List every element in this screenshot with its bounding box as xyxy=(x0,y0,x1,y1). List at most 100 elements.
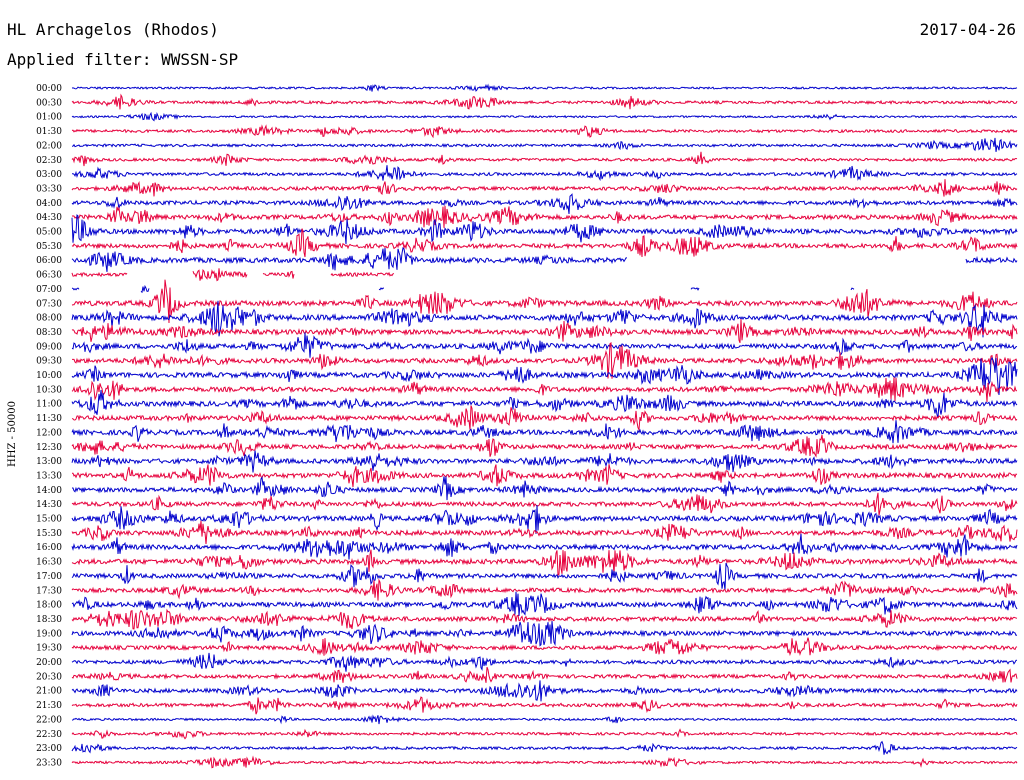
time-label: 14:00 xyxy=(36,486,62,496)
time-label: 01:30 xyxy=(36,127,62,137)
date-label: 2017-04-26 xyxy=(919,20,1016,39)
seismic-trace xyxy=(71,728,1018,740)
seismic-trace xyxy=(71,279,1018,324)
time-label: 20:30 xyxy=(36,672,62,682)
time-label: 10:30 xyxy=(36,385,62,395)
seismic-trace xyxy=(71,434,1018,458)
seismic-trace xyxy=(71,205,1018,228)
seismic-trace xyxy=(71,680,1018,702)
seismic-trace xyxy=(71,389,1018,418)
time-label: 21:00 xyxy=(36,687,62,697)
time-label: 13:00 xyxy=(36,457,62,467)
time-label: 04:00 xyxy=(36,199,62,209)
seismic-trace xyxy=(71,332,1018,358)
seismic-trace xyxy=(71,300,1018,338)
time-label: 06:30 xyxy=(36,271,62,281)
seismic-trace xyxy=(71,666,1018,683)
seismic-trace xyxy=(71,714,1017,725)
seismic-trace xyxy=(71,740,1018,755)
time-label: 00:00 xyxy=(36,84,62,94)
time-label: 09:00 xyxy=(36,342,62,352)
seismic-trace xyxy=(71,165,1018,182)
seismic-trace xyxy=(71,93,1018,110)
seismic-trace xyxy=(71,608,1018,630)
seismic-trace xyxy=(71,420,1018,444)
seismic-trace xyxy=(71,549,1018,577)
seismic-trace xyxy=(71,214,1018,245)
time-label: 07:30 xyxy=(36,299,62,309)
seismic-trace xyxy=(71,533,1018,560)
time-label: 17:00 xyxy=(36,572,62,582)
seismic-trace xyxy=(71,562,1018,591)
time-label: 06:00 xyxy=(36,256,62,266)
time-label: 03:00 xyxy=(36,170,62,180)
seismic-trace xyxy=(71,83,1018,92)
time-label: 12:30 xyxy=(36,443,62,453)
filter-label: Applied filter: WWSSN-SP xyxy=(7,50,239,69)
time-label: 19:00 xyxy=(36,629,62,639)
time-label: 02:30 xyxy=(36,156,62,166)
time-label: 05:00 xyxy=(36,228,62,238)
time-label: 11:30 xyxy=(36,414,62,424)
time-label: 14:30 xyxy=(36,500,62,510)
time-label: 18:30 xyxy=(36,615,62,625)
seismic-trace xyxy=(71,450,1018,473)
seismic-trace xyxy=(71,652,1018,672)
seismic-trace xyxy=(71,319,1018,343)
time-label: 21:30 xyxy=(36,701,62,711)
seismic-trace xyxy=(71,124,1018,139)
time-label: 23:00 xyxy=(36,744,62,754)
seismic-trace xyxy=(71,755,1018,769)
time-label: 08:00 xyxy=(36,314,62,324)
time-label: 07:00 xyxy=(36,285,62,295)
seismic-trace xyxy=(71,504,1018,535)
time-label: 16:30 xyxy=(36,558,62,568)
time-label: 12:00 xyxy=(36,428,62,438)
seismic-trace xyxy=(72,341,1018,379)
time-label: 01:00 xyxy=(36,113,62,123)
time-label: 19:30 xyxy=(36,644,62,654)
time-label: 09:30 xyxy=(36,357,62,367)
seismic-trace xyxy=(71,492,1018,516)
time-label: 13:30 xyxy=(36,471,62,481)
seismic-trace xyxy=(71,228,1018,258)
time-label-group: 00:00 00:30 01:00 01:30 02:00 02:30 03:00 03:30… xyxy=(36,84,62,768)
time-label: 15:30 xyxy=(36,529,62,539)
time-label: 04:30 xyxy=(36,213,62,223)
seismic-trace xyxy=(72,464,1018,488)
seismic-trace xyxy=(71,578,1018,601)
time-label: 18:00 xyxy=(36,601,62,611)
seismic-trace xyxy=(71,591,1018,617)
time-label: 23:30 xyxy=(36,758,62,768)
seismic-trace xyxy=(71,193,1018,215)
time-label: 05:30 xyxy=(36,242,62,252)
trace-group xyxy=(71,83,1018,769)
time-label: 02:00 xyxy=(36,141,62,151)
seismic-trace xyxy=(71,637,1018,657)
seismic-trace xyxy=(71,151,1018,167)
seismic-trace xyxy=(71,405,1018,432)
seismic-trace xyxy=(71,179,1018,197)
seismic-trace xyxy=(71,696,1018,715)
time-label: 11:00 xyxy=(36,400,62,410)
time-label: 16:00 xyxy=(36,543,62,553)
seismic-trace xyxy=(71,111,1018,122)
seismic-trace xyxy=(72,476,1018,501)
time-label: 22:00 xyxy=(36,715,62,725)
seismic-trace xyxy=(71,520,1018,544)
time-label: 17:30 xyxy=(36,586,62,596)
seismic-trace xyxy=(71,284,855,294)
station-title: HL Archagelos (Rhodos) xyxy=(7,20,219,39)
seismic-trace xyxy=(71,377,1018,403)
seismic-trace xyxy=(71,621,1018,647)
seismic-trace xyxy=(71,268,395,282)
time-label: 03:30 xyxy=(36,184,62,194)
time-label: 15:00 xyxy=(36,515,62,525)
time-label: 22:30 xyxy=(36,730,62,740)
seismic-trace xyxy=(71,137,1018,152)
seismic-trace xyxy=(71,247,1018,272)
seismic-trace xyxy=(71,356,1018,396)
time-label: 10:00 xyxy=(36,371,62,381)
time-label: 08:30 xyxy=(36,328,62,338)
